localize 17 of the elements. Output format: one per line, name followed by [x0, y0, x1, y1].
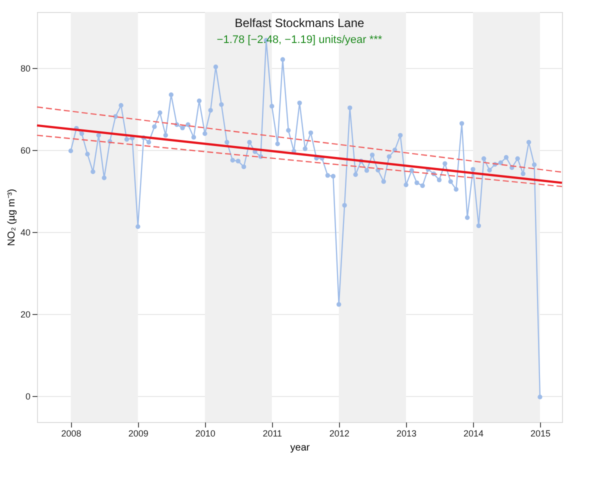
y-tick-label: 20	[20, 309, 30, 320]
y-tick-label: 40	[20, 227, 30, 238]
x-tick-label: 2010	[195, 428, 216, 438]
y-axis-title: NO₂ (µg m⁻³)	[6, 188, 18, 246]
chart-title: Belfast Stockmans Lane	[234, 16, 365, 30]
x-tick-label: 2009	[128, 428, 148, 438]
y-tick-label: 80	[20, 64, 30, 74]
x-tick-label: 2011	[262, 428, 282, 438]
x-tick-label: 2012	[329, 428, 350, 438]
x-tick-label: 2015	[530, 428, 550, 438]
y-tick-label: 60	[20, 146, 30, 156]
y-tick-label: 0	[25, 391, 30, 402]
text: −1.78 [−2.48, −1.19] units/year ***	[216, 34, 383, 46]
x-tick-label: 2008	[61, 428, 82, 438]
x-tick-label: 2013	[396, 428, 417, 438]
x-axis-title: year	[290, 442, 310, 454]
x-tick-label: 2014	[463, 428, 484, 438]
